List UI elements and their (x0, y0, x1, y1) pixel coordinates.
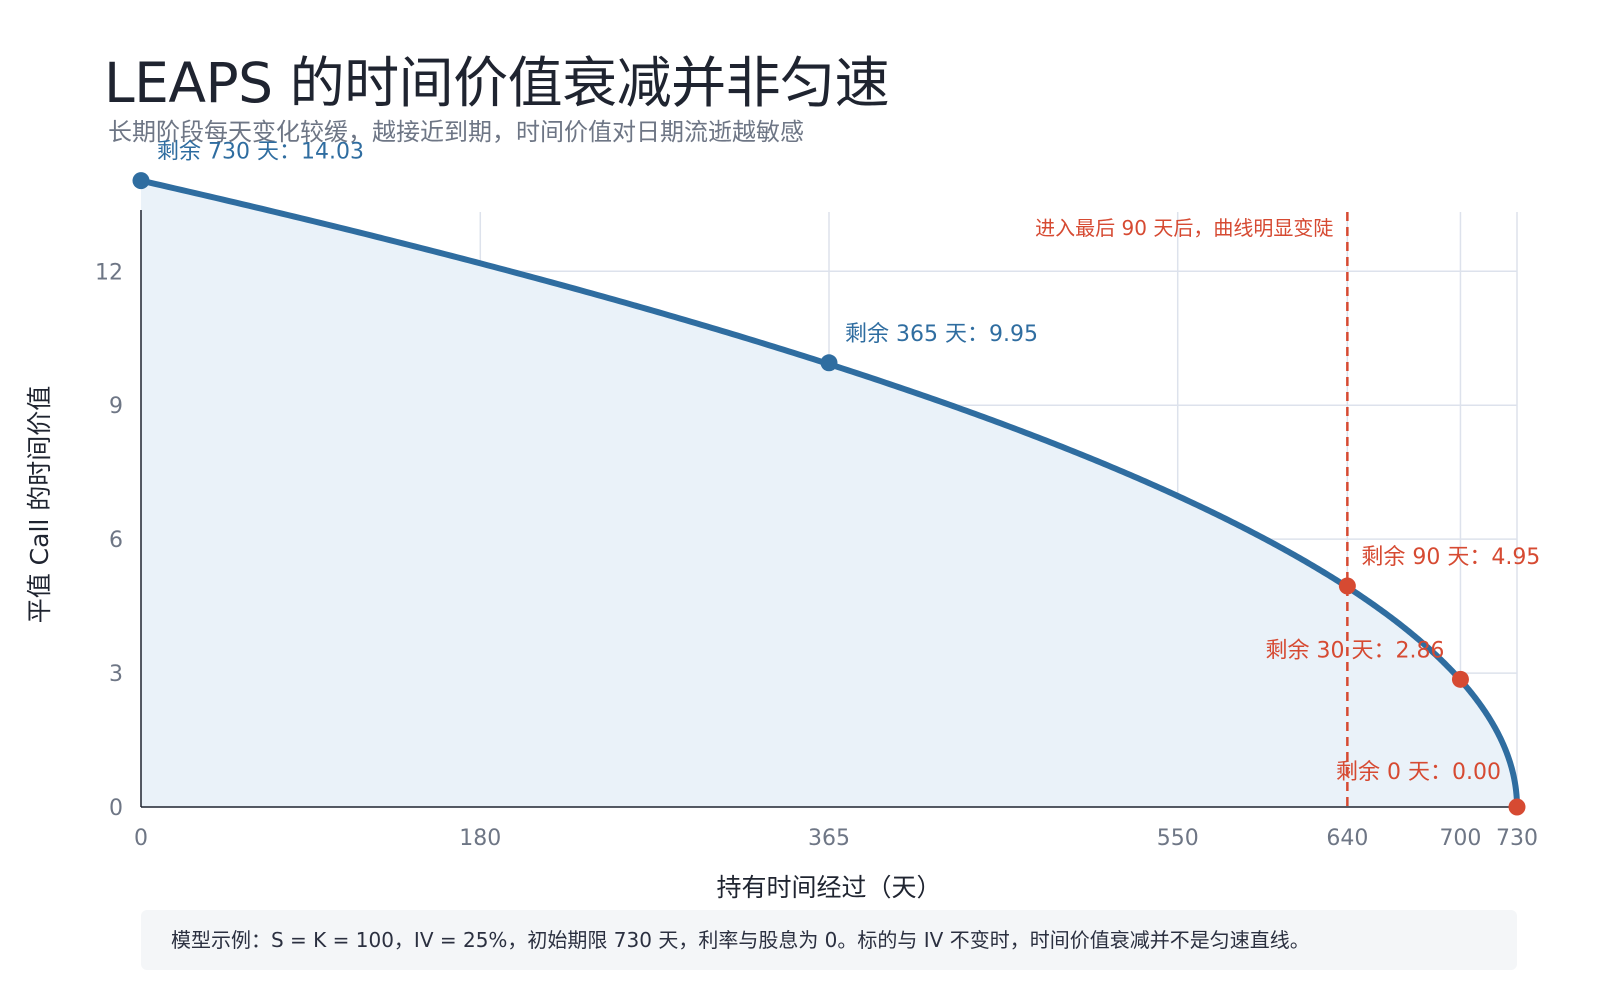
data-point-365 (820, 354, 838, 372)
y-axis-label: 平值 Call 的时间价值 (25, 386, 54, 624)
x-tick-label-640: 640 (1326, 826, 1368, 851)
annotated-points: 剩余 730 天：14.03 剩余 365 天：9.95 剩余 90 天：4.95 剩… (132, 140, 1540, 816)
data-point-700 (1451, 670, 1469, 688)
data-point-label-365: 剩余 365 天：9.95 (845, 322, 1038, 347)
x-axis-label: 持有时间经过（天） (716, 873, 941, 902)
model-footnote: 模型示例：S = K = 100，IV = 25%，初始期限 730 天，利率与… (141, 910, 1517, 970)
data-point-label-730: 剩余 0 天：0.00 (1336, 760, 1501, 785)
y-tick-label-3: 3 (109, 662, 123, 687)
data-point-730 (1508, 798, 1526, 816)
y-tick-label-0: 0 (109, 796, 123, 821)
x-tick-label-180: 180 (459, 826, 501, 851)
x-tick-label-700: 700 (1439, 826, 1481, 851)
y-tick-label-9: 9 (109, 394, 123, 419)
x-tick-label-730: 730 (1496, 826, 1538, 851)
y-tick-label-12: 12 (95, 260, 123, 285)
time-value-area (141, 180, 1517, 807)
x-tick-label-550: 550 (1157, 826, 1199, 851)
chart-title: LEAPS 的时间价值衰减并非匀速 (104, 51, 890, 115)
y-tick-label-6: 6 (109, 528, 123, 553)
data-point-label-700: 剩余 30 天：2.86 (1265, 638, 1444, 663)
tick-labels: 0 180 365 550 640 700 730 0 3 6 9 12 (95, 260, 1538, 851)
data-point-640 (1338, 577, 1356, 595)
axes (140, 210, 1517, 808)
data-point-label-640: 剩余 90 天：4.95 (1361, 545, 1540, 570)
time-value-curve (138, 177, 1520, 810)
data-point-0 (132, 172, 150, 190)
chart-subtitle: 长期阶段每天变化较缓，越接近到期，时间价值对日期流逝越敏感 (108, 118, 804, 146)
x-tick-label-0: 0 (134, 826, 148, 851)
last-90-days-annotation: 进入最后 90 天后，曲线明显变陡 (1035, 216, 1333, 240)
data-point-label-0: 剩余 730 天：14.03 (157, 140, 364, 165)
x-tick-label-365: 365 (808, 826, 850, 851)
